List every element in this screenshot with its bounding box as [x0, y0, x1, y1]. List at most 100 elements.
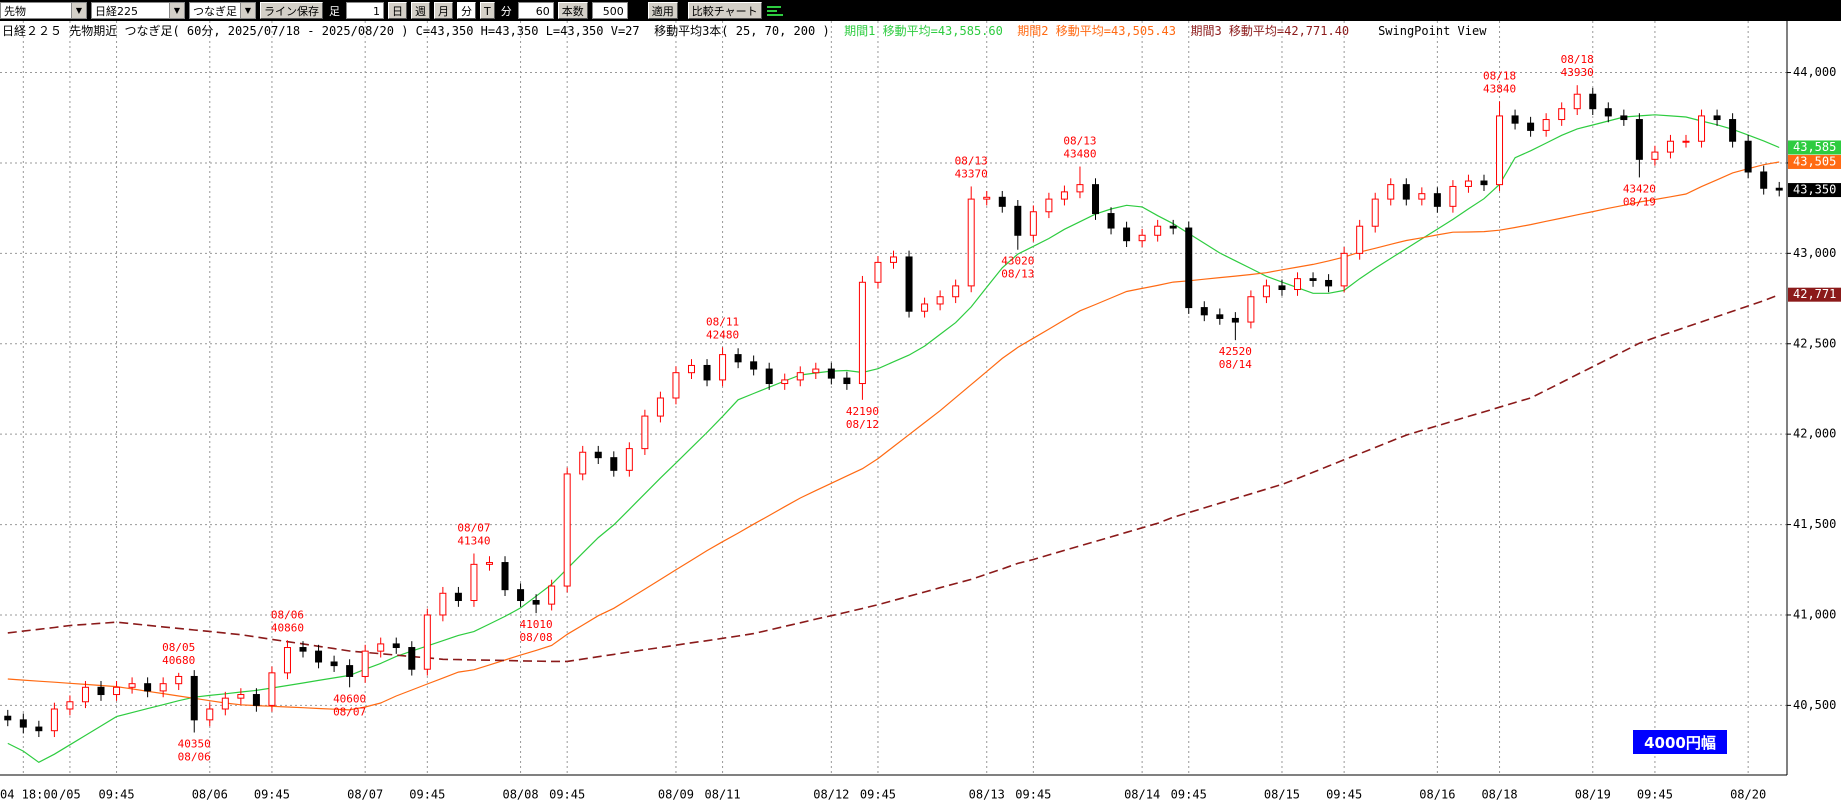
candle-body [377, 643, 385, 652]
candle-body [687, 364, 695, 374]
count-label: 本数 [557, 2, 588, 19]
save-button[interactable]: ライン保存 [260, 2, 323, 19]
ma-line [7, 161, 1780, 711]
candle-body [175, 675, 183, 685]
candle-body [765, 368, 773, 385]
legend-entry: 期間3 移動平均=42,771.40 [1190, 24, 1350, 38]
swing-date: 08/07 [457, 522, 490, 535]
candle-body [113, 686, 121, 696]
month-button[interactable]: 月 [434, 2, 453, 19]
candle-body [159, 683, 167, 692]
candle-body [252, 694, 260, 706]
mode: つなぎ足 [193, 4, 237, 18]
candle-body [827, 368, 835, 379]
swing-date: 08/19 [1623, 195, 1656, 208]
count-input[interactable]: 500 [591, 2, 628, 19]
candle-body [656, 397, 664, 417]
swing-date: 08/18 [1483, 69, 1516, 82]
mode-select[interactable]: つなぎ足 ▼ [189, 2, 256, 19]
y-tick-label: 43,000 [1793, 246, 1836, 260]
candle-body [1247, 296, 1255, 323]
candle-body [439, 592, 447, 616]
swing-value: 42480 [706, 328, 739, 341]
candle-body [967, 198, 975, 287]
candle-body [66, 701, 74, 710]
chart-title: 日経２２５ 先物期近 つなぎ足( 60分, 2025/07/18 - 2025/… [2, 24, 409, 38]
candle-body [1309, 278, 1317, 281]
compare-button[interactable]: 比較チャート [687, 2, 762, 19]
last-value-label: 43,505 [1793, 154, 1836, 168]
candle-body [19, 719, 27, 728]
candle-body [1433, 193, 1441, 207]
candle-body [1294, 278, 1302, 291]
candle-body [1713, 115, 1721, 121]
y-tick-label: 41,500 [1793, 517, 1836, 531]
candle-body [517, 589, 525, 602]
interval-input[interactable]: 60 [517, 2, 554, 19]
dropdown-arrow: ▼ [240, 3, 255, 18]
last-value-label: 42,771 [1793, 287, 1836, 301]
tick-button[interactable]: T [480, 2, 495, 19]
bar-label: 足 [329, 4, 340, 18]
minute-unit: 分 [500, 4, 512, 18]
candle-body [1527, 122, 1535, 131]
candle-body [625, 448, 633, 471]
toolbar: 先物 ▼ 日経225 ▼ つなぎ足 ▼ ライン保存 足 1 日 週 月 分 T 分 6… [0, 0, 1841, 21]
candle-body [1107, 213, 1115, 229]
candle-body [1496, 115, 1504, 186]
market: 先物 [4, 4, 26, 18]
bar-count-input[interactable]: 1 [346, 2, 384, 19]
candle-body [703, 364, 711, 381]
candle-body [1666, 140, 1674, 153]
x-tick-label: 08/13 [969, 788, 1005, 802]
candle-body [1387, 184, 1395, 200]
candle-body [1744, 140, 1752, 173]
candle-body [1760, 171, 1768, 189]
swing-value: 40600 [333, 692, 366, 705]
minute-button[interactable]: 分 [457, 2, 476, 19]
candle-body [299, 647, 307, 652]
swing-value: 43930 [1561, 66, 1594, 79]
market-select[interactable]: 先物 ▼ [0, 2, 87, 19]
symbol-select[interactable]: 日経225 ▼ [91, 2, 185, 19]
swing-date: 08/12 [846, 418, 879, 431]
day-button[interactable]: 日 [388, 2, 407, 19]
week-button[interactable]: 週 [411, 2, 430, 19]
x-tick-label: 09:45 [1637, 788, 1673, 802]
x-tick-label: 08/11 [705, 788, 741, 802]
candle-body [1029, 211, 1037, 236]
candle-body [812, 368, 820, 374]
apply-button[interactable]: 適用 [647, 2, 678, 19]
candle-body [1698, 115, 1706, 142]
swing-value: 43020 [1001, 255, 1034, 268]
ohlcv: C=43,350 H=43,350 L=43,350 V=27 [415, 24, 640, 38]
swing-date: 08/18 [1561, 53, 1594, 66]
candle-body [1558, 108, 1566, 121]
swing-date: 08/05 [162, 641, 195, 654]
x-tick-label: 09:45 [254, 788, 290, 802]
x-tick-label: 09:45 [1326, 788, 1362, 802]
candle-body [734, 354, 742, 363]
candle-body [1604, 108, 1612, 117]
x-tick-label: 08/09 [658, 788, 694, 802]
candle-body [858, 281, 866, 385]
candle-body [470, 563, 478, 602]
last-value-box [1788, 154, 1841, 169]
candle-body [1216, 314, 1224, 319]
swing-value: 41010 [520, 618, 553, 631]
x-tick-label: 08/07 [347, 788, 383, 802]
x-tick-label: 08/16 [1419, 788, 1455, 802]
candle-body [392, 643, 400, 649]
last-value-label: 43,585 [1793, 140, 1836, 154]
chart-icon[interactable] [766, 4, 784, 18]
candle-body [1620, 115, 1628, 121]
info-line: 日経２２５ 先物期近 つなぎ足( 60分, 2025/07/18 - 2025/… [2, 22, 1486, 39]
candle-body [998, 196, 1006, 207]
x-tick-label: 08/12 [813, 788, 849, 802]
x-tick-label: 09:45 [1015, 788, 1051, 802]
candle-body [1340, 252, 1348, 287]
candle-body [532, 600, 540, 605]
candle-body [1573, 93, 1581, 110]
swing-value: 42520 [1219, 345, 1252, 358]
